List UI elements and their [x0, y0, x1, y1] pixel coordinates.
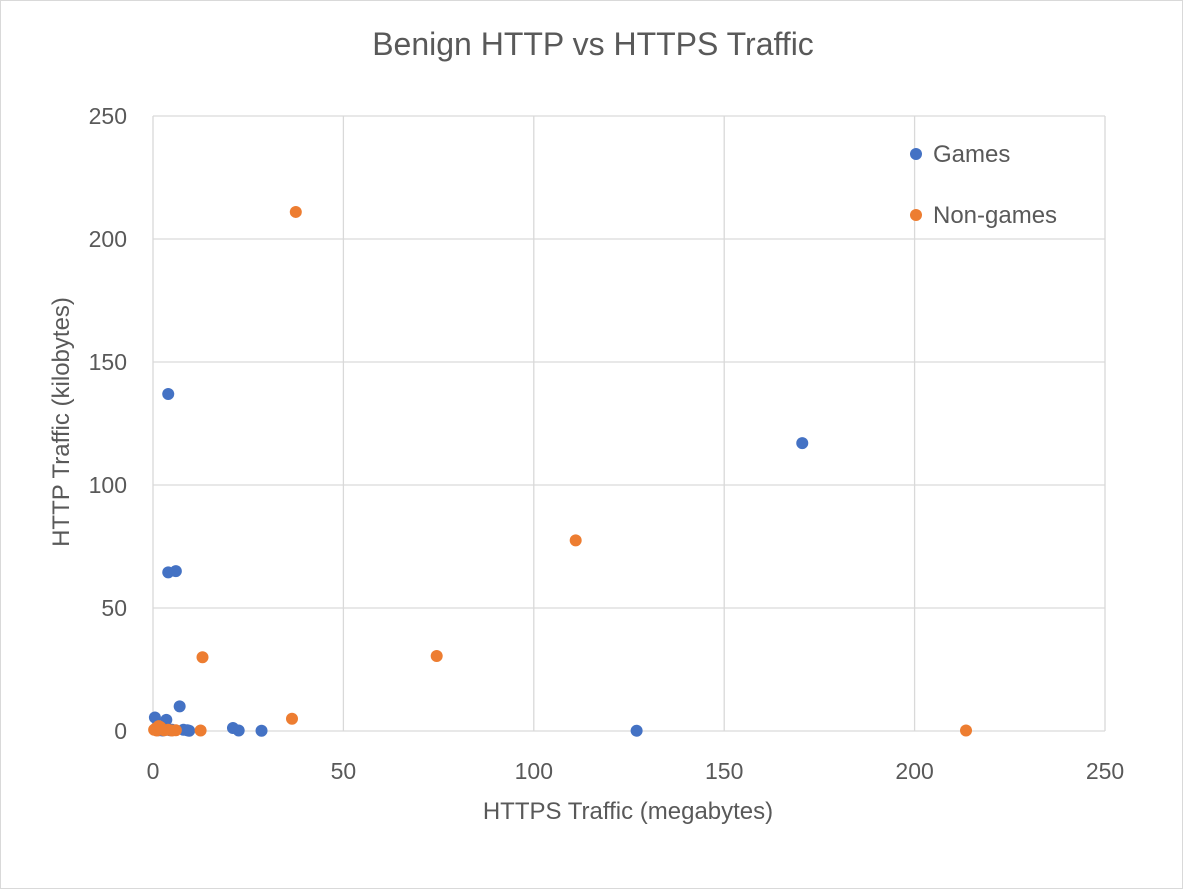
- data-point: [194, 724, 207, 737]
- x-tick-label: 200: [895, 758, 933, 784]
- data-point: [960, 724, 973, 737]
- x-axis-title: HTTPS Traffic (megabytes): [483, 798, 773, 825]
- chart-title: Benign HTTP vs HTTPS Traffic: [372, 26, 814, 62]
- data-point: [430, 649, 443, 662]
- legend: Games Non-games: [910, 141, 1057, 229]
- data-points: [148, 205, 973, 737]
- data-point: [196, 651, 209, 664]
- data-point: [173, 700, 186, 713]
- y-axis-title: HTTP Traffic (kilobytes): [48, 297, 75, 547]
- legend-marker: [910, 209, 922, 221]
- data-point: [183, 724, 196, 737]
- y-tick-label: 200: [89, 226, 127, 252]
- x-tick-label: 0: [147, 758, 160, 784]
- y-tick-label: 150: [89, 349, 127, 375]
- y-tick-label: 50: [101, 595, 127, 621]
- series-non-games: [148, 205, 973, 737]
- data-point: [162, 387, 175, 400]
- y-tick-label: 100: [89, 472, 127, 498]
- data-point: [285, 712, 298, 725]
- x-tick-label: 250: [1086, 758, 1124, 784]
- x-tick-label: 100: [515, 758, 553, 784]
- x-tick-label: 150: [705, 758, 743, 784]
- data-point: [630, 724, 643, 737]
- legend-label: Non-games: [933, 202, 1057, 229]
- x-tick-label: 50: [331, 758, 357, 784]
- data-point: [232, 724, 245, 737]
- y-tick-label: 250: [89, 103, 127, 129]
- data-point: [255, 724, 268, 737]
- y-tick-label: 0: [114, 718, 127, 744]
- data-point: [169, 565, 182, 578]
- data-point: [169, 724, 182, 737]
- series-games: [148, 387, 809, 737]
- legend-label: Games: [933, 141, 1010, 168]
- data-point: [289, 205, 302, 218]
- grid-layer: [152, 115, 1106, 732]
- data-point: [796, 437, 809, 450]
- data-point: [569, 534, 582, 547]
- legend-marker: [910, 148, 922, 160]
- tick-labels: 0 50 100 150 200 250 0 50 100 150 200 250: [89, 103, 1125, 784]
